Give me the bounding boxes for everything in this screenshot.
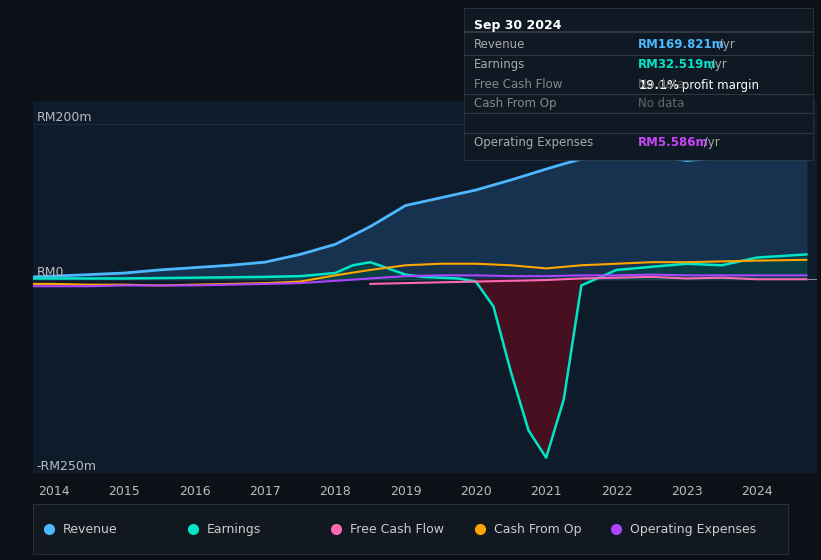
Text: RM32.519m: RM32.519m (639, 58, 717, 71)
Text: Earnings: Earnings (475, 58, 525, 71)
Text: /yr: /yr (715, 38, 735, 51)
Text: 2018: 2018 (319, 485, 351, 498)
Text: Cash From Op: Cash From Op (493, 522, 581, 536)
Text: /yr: /yr (699, 137, 719, 150)
Text: Earnings: Earnings (207, 522, 261, 536)
Text: Sep 30 2024: Sep 30 2024 (475, 19, 562, 32)
Text: Operating Expenses: Operating Expenses (475, 137, 594, 150)
Text: 2024: 2024 (741, 485, 773, 498)
Text: Cash From Op: Cash From Op (475, 97, 557, 110)
Text: -RM250m: -RM250m (36, 460, 96, 473)
Text: 2015: 2015 (108, 485, 140, 498)
Text: Revenue: Revenue (63, 522, 117, 536)
Text: 2017: 2017 (249, 485, 281, 498)
Text: 2022: 2022 (601, 485, 632, 498)
Text: 2020: 2020 (460, 485, 492, 498)
Text: RM5.586m: RM5.586m (639, 137, 709, 150)
Text: Operating Expenses: Operating Expenses (630, 522, 755, 536)
Text: Revenue: Revenue (475, 38, 525, 51)
Text: No data: No data (639, 97, 685, 110)
Text: RM169.821m: RM169.821m (639, 38, 725, 51)
Text: 2014: 2014 (38, 485, 70, 498)
Text: 2016: 2016 (179, 485, 210, 498)
Text: 19.1%: 19.1% (639, 79, 679, 92)
Text: profit margin: profit margin (678, 79, 759, 92)
Text: /yr: /yr (708, 58, 727, 71)
Text: No data: No data (639, 77, 685, 91)
Text: Free Cash Flow: Free Cash Flow (475, 77, 562, 91)
Text: 2019: 2019 (390, 485, 421, 498)
Text: Free Cash Flow: Free Cash Flow (350, 522, 444, 536)
Text: 2023: 2023 (671, 485, 703, 498)
Text: RM200m: RM200m (36, 111, 92, 124)
Text: 2021: 2021 (530, 485, 562, 498)
Text: RM0: RM0 (36, 266, 64, 279)
